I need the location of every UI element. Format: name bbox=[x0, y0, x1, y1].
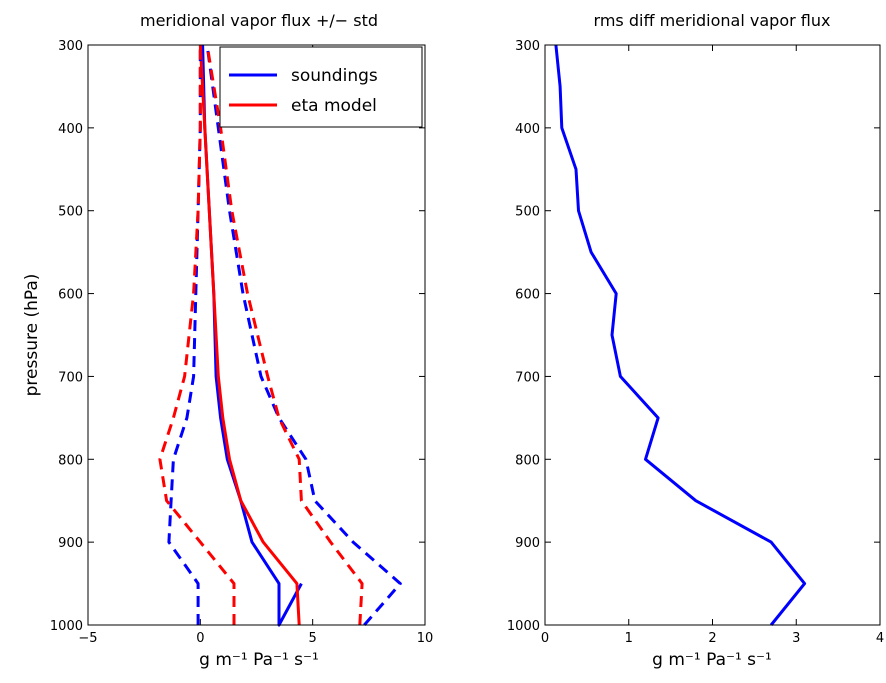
y-tick-label: 500 bbox=[58, 205, 83, 220]
y-tick-label: 1000 bbox=[507, 619, 540, 634]
series-layer bbox=[158, 44, 402, 627]
y-tick-label: 700 bbox=[515, 370, 540, 385]
y-tick-label: 400 bbox=[515, 122, 540, 137]
x-tick-label: 2 bbox=[708, 631, 716, 646]
x-tick-label: 0 bbox=[541, 631, 549, 646]
y-axis-label: pressure (hPa) bbox=[22, 274, 42, 397]
tick-layer: −5 0 5 10 300 400 500 600 700 800 900 1000 bbox=[50, 39, 433, 646]
chart-title: rms diff meridional vapor flux bbox=[594, 11, 831, 30]
series-line-2 bbox=[167, 45, 202, 625]
axes-frame bbox=[87, 44, 426, 626]
axes-frame bbox=[544, 44, 881, 626]
legend: soundings eta model bbox=[219, 46, 423, 128]
series-line-0 bbox=[554, 44, 807, 626]
x-axis-label: g m⁻¹ Pa⁻¹ s⁻¹ bbox=[652, 650, 772, 670]
y-tick-label: 300 bbox=[58, 39, 83, 54]
y-tick-label: 600 bbox=[58, 288, 83, 303]
y-tick-label: 700 bbox=[58, 370, 83, 385]
x-tick-label: −5 bbox=[78, 631, 97, 646]
x-tick-label: 5 bbox=[309, 631, 317, 646]
x-tick-label: 10 bbox=[417, 631, 434, 646]
series-line-5 bbox=[205, 44, 364, 626]
y-tick-label: 600 bbox=[515, 288, 540, 303]
y-tick-label: 500 bbox=[515, 205, 540, 220]
y-tick-label: 900 bbox=[515, 536, 540, 551]
y-tick-label: 900 bbox=[58, 536, 83, 551]
x-tick-label: 4 bbox=[876, 631, 884, 646]
x-axis-label: g m⁻¹ Pa⁻¹ s⁻¹ bbox=[199, 650, 319, 670]
tick-layer: 0 1 2 3 4 300 400 500 600 700 800 900 1000 bbox=[507, 39, 884, 646]
y-tick-label: 800 bbox=[58, 453, 83, 468]
y-tick-label: 1000 bbox=[50, 619, 83, 634]
y-tick-label: 400 bbox=[58, 122, 83, 137]
panel-meridional-vapor-flux: meridional vapor flux +/− std pressure (… bbox=[22, 11, 433, 670]
chart-title: meridional vapor flux +/− std bbox=[140, 11, 378, 30]
y-tick-label: 800 bbox=[515, 453, 540, 468]
x-tick-label: 1 bbox=[625, 631, 633, 646]
y-tick-label: 300 bbox=[515, 39, 540, 54]
series-layer bbox=[554, 44, 807, 626]
series-line-1 bbox=[198, 44, 301, 626]
x-tick-label: 0 bbox=[196, 631, 204, 646]
x-tick-label: 3 bbox=[792, 631, 800, 646]
legend-label-eta-model: eta model bbox=[291, 96, 377, 116]
panel-rms-diff: rms diff meridional vapor flux g m⁻¹ Pa⁻… bbox=[507, 11, 884, 670]
legend-label-soundings: soundings bbox=[291, 66, 378, 86]
legend-box bbox=[219, 46, 423, 128]
series-line-4 bbox=[158, 45, 236, 625]
series-line-3 bbox=[205, 44, 402, 626]
